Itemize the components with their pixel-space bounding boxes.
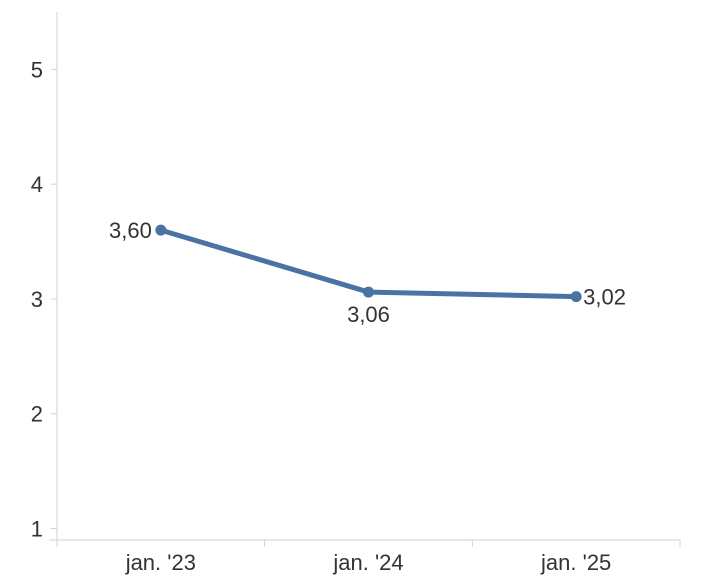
x-axis: jan. '23 jan. '24 jan. '25	[49, 539, 681, 575]
y-tick-label: 5	[31, 57, 43, 82]
data-point	[570, 291, 582, 303]
x-tick-label: jan. '23	[125, 550, 196, 575]
x-tick-label: jan. '24	[332, 550, 403, 575]
y-tick-label: 1	[31, 517, 43, 542]
y-tick-label: 4	[31, 172, 43, 197]
y-tick-label: 2	[31, 402, 43, 427]
data-label: 3,60	[109, 218, 152, 243]
data-label-layer: 3,60 3,06 3,02	[109, 218, 626, 327]
x-tick-label: jan. '25	[540, 550, 611, 575]
data-point	[155, 224, 167, 236]
data-label: 3,02	[583, 285, 626, 310]
data-label: 3,06	[347, 302, 390, 327]
data-point	[363, 286, 374, 298]
y-tick-label: 3	[31, 287, 43, 312]
y-axis: 1 2 3 4 5	[31, 12, 58, 542]
series-layer	[155, 224, 582, 303]
